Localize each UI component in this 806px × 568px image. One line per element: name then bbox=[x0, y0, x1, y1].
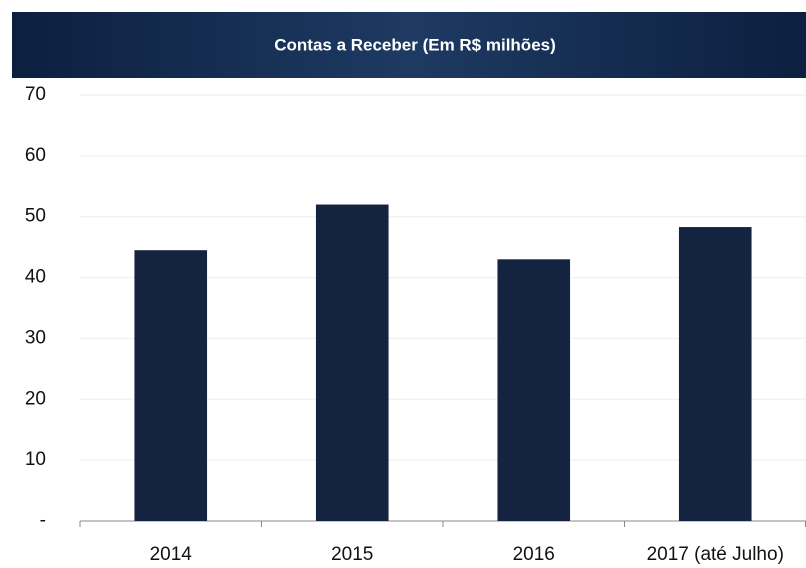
bar bbox=[678, 227, 752, 521]
bar bbox=[497, 259, 571, 521]
y-tick-label: 40 bbox=[25, 267, 46, 288]
y-tick-label: 60 bbox=[25, 145, 46, 166]
y-tick-label: 50 bbox=[25, 206, 46, 227]
x-tick-label: 2016 bbox=[513, 544, 555, 565]
title-banner bbox=[12, 12, 806, 78]
y-tick-label: - bbox=[40, 510, 46, 531]
x-tick-label: 2014 bbox=[150, 544, 193, 565]
y-tick-label: 70 bbox=[25, 84, 46, 105]
chart-title: Contas a Receber (Em R$ milhões) bbox=[274, 35, 556, 54]
bar bbox=[315, 204, 389, 522]
x-tick-label: 2017 (até Julho) bbox=[647, 544, 784, 565]
y-tick-label: 10 bbox=[25, 449, 46, 470]
bar bbox=[134, 250, 208, 521]
y-tick-label: 20 bbox=[25, 388, 46, 409]
x-tick-label: 2015 bbox=[331, 544, 373, 565]
y-tick-label: 30 bbox=[25, 327, 46, 348]
